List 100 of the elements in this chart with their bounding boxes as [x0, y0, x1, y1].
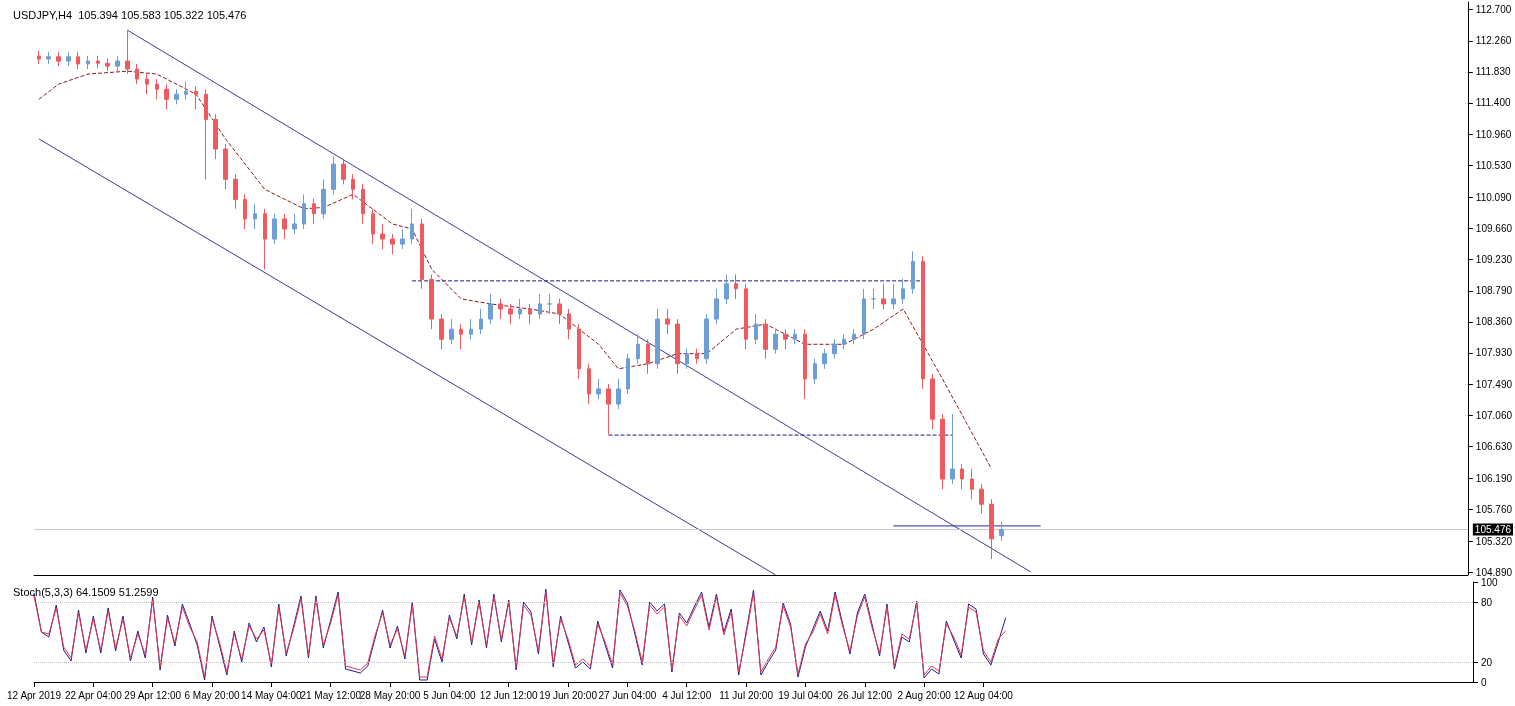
x-tick-label: 29 Apr 12:00 — [124, 689, 182, 701]
candlestick — [528, 303, 532, 325]
x-tick-label: 28 May 20:00 — [359, 689, 421, 701]
candlestick — [970, 468, 974, 500]
y-tick-label: 110.530 — [1475, 160, 1512, 172]
candlestick — [734, 273, 738, 300]
candlestick — [105, 57, 110, 72]
y-tick-label: 108.360 — [1475, 316, 1513, 328]
candlestick — [518, 298, 522, 320]
y-tick-label: 104.890 — [1475, 566, 1513, 578]
y-tick-label: 111.830 — [1475, 66, 1511, 78]
x-tick-label: 12 Apr 2019 — [7, 689, 62, 701]
text: USDJPY,H4 105.394 105.583 105.322 105.476 — [13, 8, 247, 21]
candlestick — [960, 463, 964, 490]
candlestick — [390, 233, 395, 255]
chart-title: Stoch(5,3,3) 64.1509 51.2599 — [13, 585, 159, 598]
candlestick — [223, 143, 228, 190]
candlestick — [302, 193, 306, 230]
y-tick-label: 107.930 — [1475, 347, 1513, 359]
x-tick-label: 5 Jun 04:00 — [423, 689, 476, 701]
candlestick — [272, 213, 277, 245]
x-tick-label: 4 Jul 12:00 — [662, 689, 712, 701]
candlestick — [498, 298, 503, 320]
candlestick — [508, 303, 513, 325]
candlestick — [125, 29, 130, 75]
candlestick — [547, 293, 552, 315]
candlestick — [577, 323, 581, 380]
x-tick-label: 12 Jun 12:00 — [479, 689, 539, 701]
y-tick-label: 112.700 — [1475, 3, 1512, 15]
candlestick — [66, 51, 71, 67]
candlestick — [665, 308, 670, 335]
y-tick-label: 80 — [1481, 596, 1493, 608]
x-tick-label: 27 Jun 04:00 — [598, 689, 657, 701]
y-tick-label: 0 — [1481, 676, 1487, 688]
y-tick-label: 109.230 — [1475, 253, 1513, 265]
candlestick — [979, 483, 984, 515]
y-tick-label: 105.760 — [1475, 503, 1513, 515]
candlestick — [822, 348, 827, 370]
candlestick — [538, 293, 542, 320]
candlestick — [371, 208, 375, 245]
candlestick — [714, 288, 719, 325]
candlestick — [891, 283, 896, 310]
candlestick — [813, 358, 817, 385]
candlestick — [479, 308, 483, 335]
candlestick — [881, 283, 886, 310]
candlestick — [989, 498, 994, 560]
candlestick — [724, 273, 729, 305]
x-tick-label: 19 Jul 04:00 — [778, 689, 834, 701]
candlestick — [361, 183, 365, 225]
candlestick — [204, 88, 208, 180]
ref-line-label: 105.476 — [1474, 523, 1512, 535]
candlestick — [380, 223, 385, 250]
candlestick — [940, 413, 945, 490]
candlestick — [243, 193, 247, 230]
y-tick-label: 106.630 — [1475, 441, 1513, 453]
y-tick-label: 20 — [1481, 656, 1493, 668]
candlestick — [842, 333, 846, 350]
x-tick-label: 19 Jun 20:00 — [539, 689, 598, 701]
candlestick — [439, 313, 444, 350]
candlestick — [263, 208, 267, 270]
candlestick — [803, 328, 807, 400]
candlestick — [145, 73, 149, 95]
line-series — [38, 70, 993, 470]
candlestick — [46, 51, 51, 65]
y-tick-label: 110.090 — [1475, 191, 1512, 203]
candlestick — [155, 78, 159, 100]
candlestick — [754, 313, 758, 345]
candlestick — [567, 308, 571, 340]
candlestick — [469, 318, 473, 340]
candlestick — [312, 198, 316, 225]
candlestick — [351, 173, 355, 200]
x-tick-label: 26 Jul 12:00 — [837, 689, 893, 701]
candlestick — [695, 348, 699, 365]
x-tick-label: 12 Aug 04:00 — [953, 689, 1014, 701]
candlestick — [901, 278, 905, 305]
candlestick — [135, 63, 139, 85]
candlestick — [862, 288, 866, 340]
candlestick — [616, 378, 621, 410]
candlestick — [253, 203, 257, 230]
candlestick — [646, 338, 650, 375]
y-tick-label: 110.960 — [1475, 129, 1512, 141]
candlestick — [37, 50, 41, 65]
y-tick-label: 100 — [1481, 576, 1499, 588]
candlestick — [321, 178, 326, 220]
x-tick-label: 21 May 12:00 — [300, 689, 362, 701]
y-tick-label: 107.060 — [1475, 410, 1513, 422]
candlestick — [488, 293, 493, 325]
candlestick — [233, 173, 238, 210]
x-tick-label: 22 Apr 04:00 — [64, 689, 123, 701]
candlestick — [331, 155, 336, 195]
candlestick — [282, 213, 287, 240]
candlestick — [596, 378, 601, 400]
candlestick — [636, 333, 640, 365]
candlestick — [429, 273, 434, 330]
candlestick — [852, 328, 856, 345]
candlestick — [930, 373, 935, 430]
candlestick — [449, 318, 454, 345]
candlestick — [999, 521, 1004, 542]
candlestick — [174, 88, 179, 105]
x-tick-label: 2 Aug 20:00 — [897, 689, 952, 701]
